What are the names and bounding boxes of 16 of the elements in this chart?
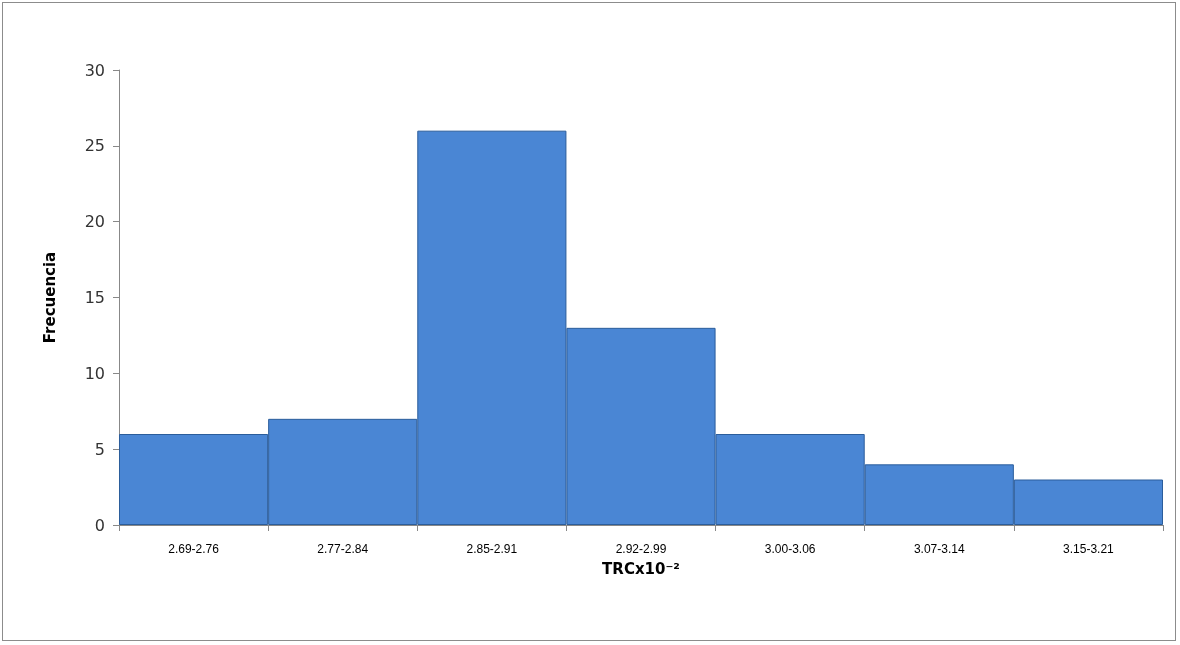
y-tick-label: 20	[84, 212, 105, 232]
x-tick-label: 3.00-3.06	[764, 542, 816, 556]
x-tick-label: 2.92-2.99	[615, 542, 667, 556]
x-axis-title: TRCx10⁻²	[602, 559, 680, 578]
y-tick-label: 15	[84, 288, 105, 307]
y-tick-label: 30	[84, 60, 105, 80]
y-tick-label: 25	[84, 136, 105, 156]
x-tick-label: 2.77-2.84	[317, 542, 369, 556]
y-tick-label: 10	[84, 363, 105, 383]
y-tick-label: 0	[94, 515, 105, 535]
x-tick-label: 3.15-3.21	[1063, 542, 1115, 556]
y-tick-label: 5	[94, 439, 105, 459]
x-tick-label: 2.69-2.76	[168, 542, 220, 556]
y-axis-title: Frecuencia	[40, 251, 59, 344]
x-tick-label: 2.85-2.91	[466, 542, 518, 556]
x-tick-label: 3.07-3.14	[913, 542, 965, 556]
